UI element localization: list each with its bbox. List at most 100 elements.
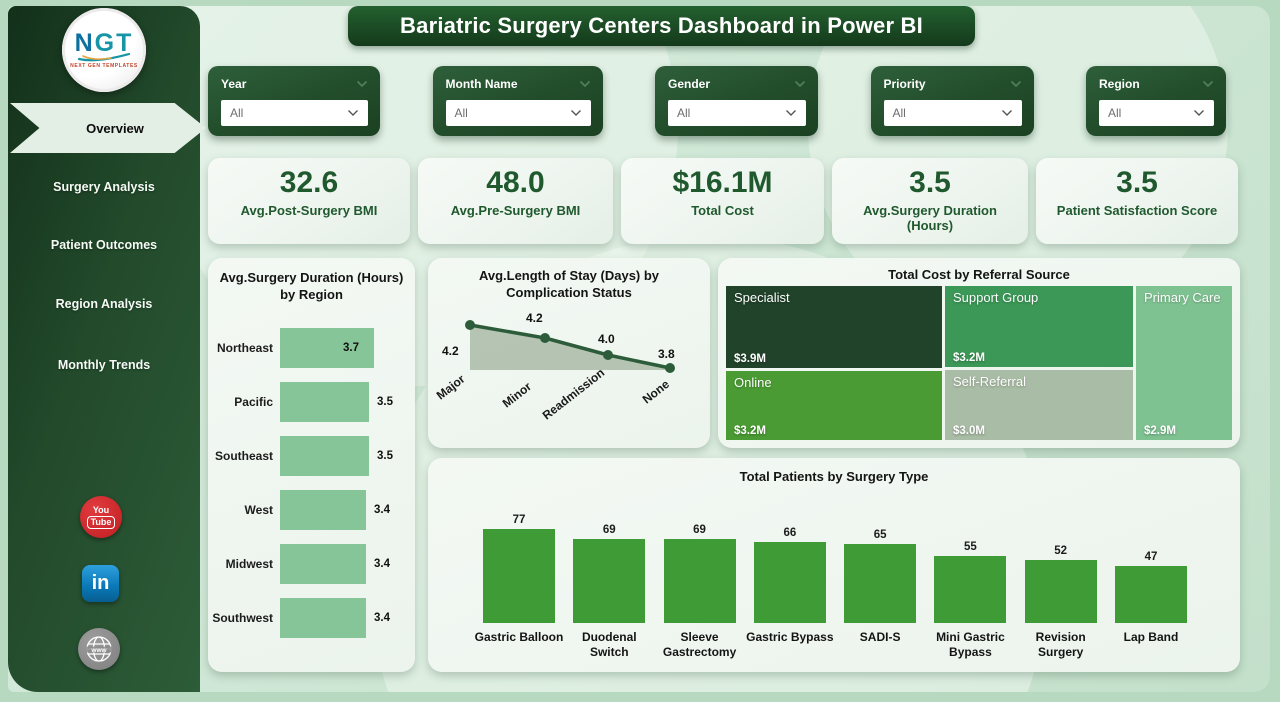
bar[interactable]: [844, 544, 917, 623]
point-value: 4.2: [526, 311, 543, 325]
bar-stack: 65: [844, 508, 917, 623]
tile-name: Self-Referral: [953, 374, 1026, 389]
bar[interactable]: [573, 539, 646, 623]
bar-track: 3.4: [280, 597, 415, 638]
filter-value: All: [230, 106, 244, 120]
filter-dropdown[interactable]: All: [445, 100, 591, 126]
filter-value: All: [454, 106, 468, 120]
chart-title: Total Patients by Surgery Type: [739, 469, 929, 484]
logo-swoosh-icon: [77, 52, 131, 62]
filter-month-name: Month Name All: [432, 66, 603, 136]
filter-label: Year: [221, 77, 247, 91]
filter-dropdown[interactable]: All: [668, 100, 806, 126]
chevron-down-icon: [356, 80, 368, 88]
treemap-tile-primary-care[interactable]: Primary Care $2.9M: [1136, 286, 1232, 440]
bar[interactable]: [753, 542, 826, 623]
filter-year: Year All: [208, 66, 380, 136]
category-label: Duodenal Switch: [581, 630, 637, 659]
bar[interactable]: [1024, 560, 1097, 623]
bar-track: 3.4: [280, 543, 415, 584]
bar[interactable]: [483, 529, 555, 623]
category-label: Pacific: [234, 394, 273, 409]
kpi-value: 3.5: [909, 166, 951, 199]
category-label: Midwest: [225, 556, 273, 571]
filter-collapse-button[interactable]: [1010, 75, 1022, 93]
bar[interactable]: [663, 539, 736, 623]
line-plot: 4.2 4.2 4.0 3.8 Major Minor Readmission None: [428, 258, 710, 448]
bar-stack: 52: [1024, 508, 1097, 623]
sidebar-item-region-analysis[interactable]: Region Analysis: [8, 297, 200, 311]
bar[interactable]: [1114, 566, 1187, 623]
surgery-col-gastric-bypass: 66 Gastric Bypass: [745, 508, 835, 660]
sidebar-item-patient-outcomes[interactable]: Patient Outcomes: [8, 238, 200, 252]
sidebar-item-overview[interactable]: Overview: [10, 103, 206, 153]
category-label: Southwest: [212, 610, 273, 625]
surgery-col-gastric-balloon: 77 Gastric Balloon: [474, 508, 564, 660]
surgery-col-duodenal-switch: 69 Duodenal Switch: [564, 508, 654, 660]
tile-value: $3.2M: [953, 352, 985, 364]
bar-value: 3.7: [343, 341, 359, 354]
filter-dropdown[interactable]: All: [1099, 100, 1214, 126]
filter-collapse-button[interactable]: [356, 75, 368, 93]
tile-value: $3.0M: [953, 425, 985, 437]
filter-collapse-button[interactable]: [1202, 75, 1214, 93]
bar[interactable]: [280, 597, 366, 638]
referral-cost-treemap: Total Cost by Referral Source Specialist…: [718, 258, 1240, 448]
category-label: West: [244, 502, 273, 517]
bar-value: 3.5: [377, 395, 393, 408]
kpi-value: 3.5: [1116, 166, 1158, 199]
category-label: SADI-S: [859, 630, 901, 644]
bar-value: 3.5: [377, 449, 393, 462]
sidebar-item-label: Surgery Analysis: [53, 180, 155, 194]
chevron-down-icon: [570, 110, 581, 116]
filter-label: Month Name: [445, 77, 518, 91]
chart-title: Avg.Length of Stay (Days) by Complicatio…: [478, 268, 660, 300]
data-point: [665, 363, 675, 373]
sidebar: NGT NEXT GEN TEMPLATES Overview Surgery A…: [8, 6, 206, 692]
surgery-col-mini-gastric-bypass: 55 Mini Gastric Bypass: [925, 508, 1015, 660]
surgery-bars: 77 Gastric Balloon 69 Duodenal Switch 69…: [474, 508, 1196, 660]
website-globe-icon[interactable]: www: [78, 628, 120, 670]
kpi-value: 48.0: [486, 166, 545, 199]
treemap-tile-online[interactable]: Online $3.2M: [726, 371, 942, 440]
bar[interactable]: [280, 543, 366, 584]
kpi-total-cost: $16.1M Total Cost: [621, 158, 824, 244]
kpi-label: Patient Satisfaction Score: [1056, 202, 1218, 218]
tile-name: Support Group: [953, 290, 1039, 305]
point-value: 4.0: [598, 332, 615, 346]
filter-collapse-button[interactable]: [579, 75, 591, 93]
filter-value: All: [677, 106, 691, 120]
bar[interactable]: [280, 327, 374, 368]
filter-gender: Gender All: [655, 66, 818, 136]
kpi-value: $16.1M: [672, 166, 773, 199]
dashboard-canvas: NGT NEXT GEN TEMPLATES Overview Surgery A…: [8, 6, 1270, 692]
bar[interactable]: [280, 435, 369, 476]
sidebar-item-monthly-trends[interactable]: Monthly Trends: [8, 358, 200, 372]
bar[interactable]: [280, 381, 369, 422]
filter-value: All: [1108, 106, 1122, 120]
tile-value: $2.9M: [1144, 425, 1176, 437]
youtube-icon[interactable]: You Tube: [80, 496, 122, 538]
sidebar-item-label: Overview: [86, 120, 144, 136]
bar-value: 47: [1144, 551, 1158, 563]
category-label: Gastric Bypass: [746, 630, 834, 644]
data-point: [603, 350, 613, 360]
linkedin-icon[interactable]: in: [82, 565, 119, 602]
filter-collapse-button[interactable]: [794, 75, 806, 93]
treemap-tile-self-referral[interactable]: Self-Referral $3.0M: [945, 370, 1133, 440]
filter-dropdown[interactable]: All: [883, 100, 1022, 126]
bar-value: 3.4: [374, 611, 390, 624]
filter-label: Gender: [668, 77, 711, 91]
bar[interactable]: [934, 556, 1007, 623]
sidebar-item-surgery-analysis[interactable]: Surgery Analysis: [8, 180, 200, 194]
kpi-avg-pre-surgery-bmi: 48.0 Avg.Pre-Surgery BMI: [418, 158, 613, 244]
bar[interactable]: [280, 489, 366, 530]
filter-header: Gender: [668, 75, 806, 93]
treemap-tile-specialist[interactable]: Specialist $3.9M: [726, 286, 942, 368]
tile-name: Specialist: [734, 290, 790, 305]
page-title: Bariatric Surgery Centers Dashboard in P…: [348, 6, 975, 46]
category-label: Gastric Balloon: [474, 630, 564, 644]
filter-dropdown[interactable]: All: [221, 100, 368, 126]
treemap-tile-support-group[interactable]: Support Group $3.2M: [945, 286, 1133, 367]
surgery-col-revision-surgery: 52 Revision Surgery: [1016, 508, 1106, 660]
